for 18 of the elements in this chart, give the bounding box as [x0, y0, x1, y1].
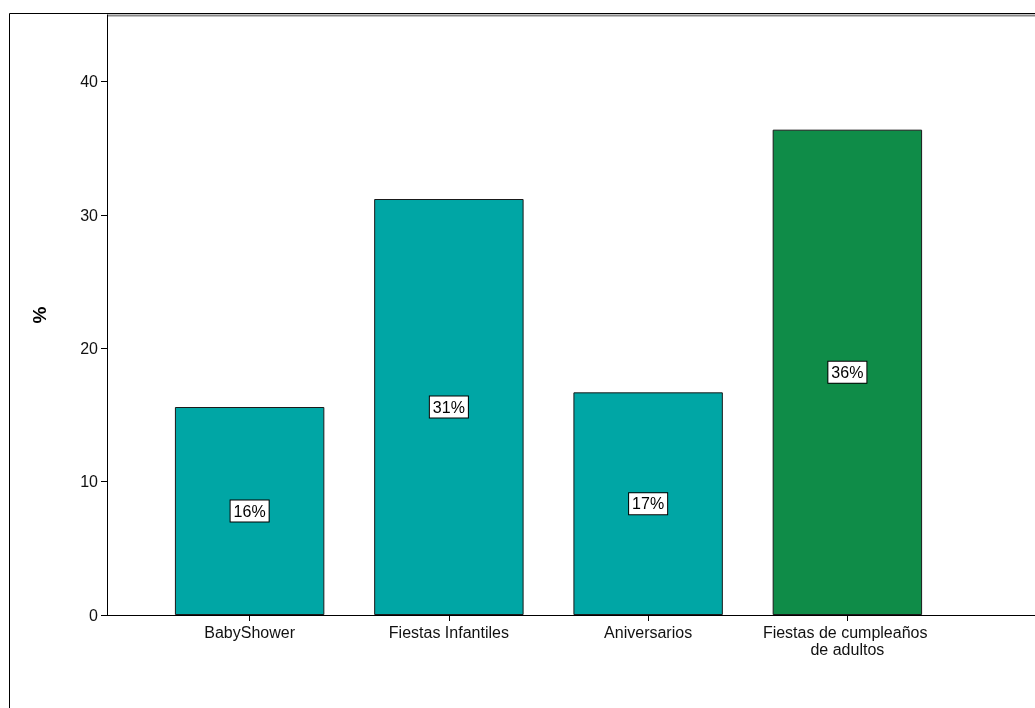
x-tick-label: Aniversarios — [604, 624, 693, 641]
x-tick-label: Fiestas Infantiles — [388, 624, 509, 641]
data-label: 31% — [432, 398, 465, 416]
y-tick-label: 0 — [89, 606, 99, 624]
data-label: 17% — [632, 495, 665, 513]
y-tick-label: 10 — [80, 473, 99, 491]
x-tick-label: Fiestas de cumpleaños de adultos — [762, 624, 932, 658]
y-tick-label: 30 — [80, 206, 99, 224]
data-label: 36% — [831, 363, 864, 381]
bar — [374, 199, 524, 615]
x-tick-label: BabyShower — [204, 624, 296, 641]
y-tick-label: 20 — [80, 339, 99, 357]
bar — [174, 407, 325, 615]
bar — [772, 129, 923, 615]
y-tick-label: 40 — [80, 73, 99, 91]
data-label: 16% — [233, 502, 266, 520]
bar — [573, 392, 723, 615]
y-axis-title: % — [29, 306, 50, 324]
